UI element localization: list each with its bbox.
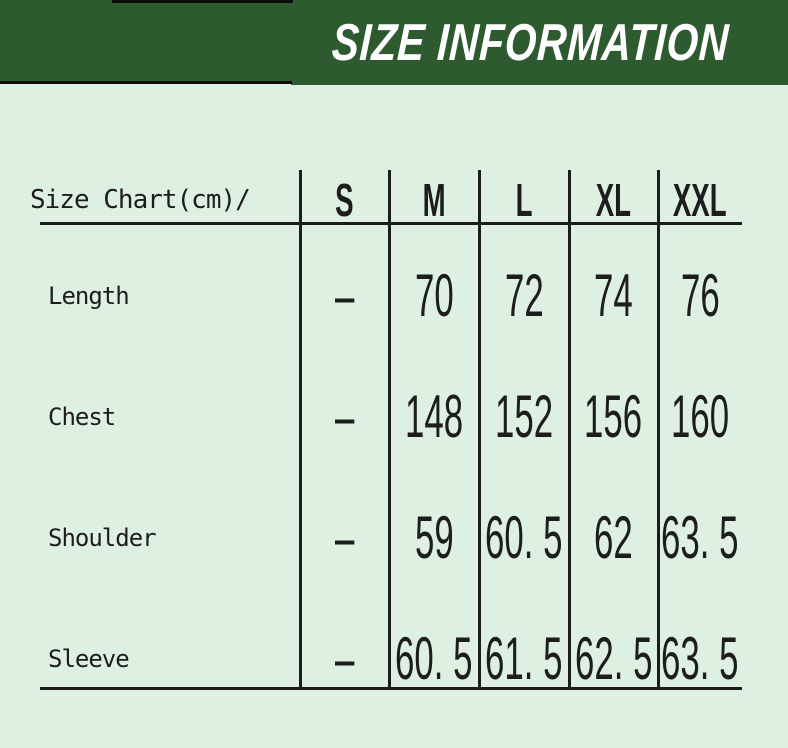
size-value-cell: – bbox=[334, 262, 355, 329]
size-value-cell: 60. 5 bbox=[485, 504, 563, 571]
banner-accent-bottom-line bbox=[0, 81, 292, 84]
table-header-rule bbox=[40, 222, 742, 225]
size-value-cell: 60. 5 bbox=[395, 625, 473, 692]
size-value-cell: 148 bbox=[404, 383, 464, 450]
size-value-cell: 70 bbox=[414, 262, 454, 329]
banner-title: SIZE INFORMATION bbox=[330, 13, 731, 72]
size-value-cell: 61. 5 bbox=[485, 625, 563, 692]
size-value-cell: 74 bbox=[594, 262, 633, 329]
row-label-shoulder: Shoulder bbox=[48, 524, 157, 552]
size-value-cell: 62. 5 bbox=[574, 625, 653, 692]
size-value-cell: 156 bbox=[584, 383, 643, 450]
size-value-cell: 63. 5 bbox=[661, 625, 739, 692]
size-value-cell: 72 bbox=[504, 262, 544, 329]
size-chart-unit-label: Size Chart(cm)/ bbox=[30, 184, 251, 215]
table-vertical-line bbox=[478, 170, 481, 690]
table-vertical-line bbox=[299, 170, 302, 690]
size-value-cell: 63. 5 bbox=[661, 504, 739, 571]
column-header-s: S bbox=[335, 173, 354, 226]
size-value-cell: 76 bbox=[680, 262, 720, 329]
column-header-l: L bbox=[515, 173, 533, 226]
size-value-cell: 152 bbox=[494, 383, 554, 450]
size-table: Size Chart(cm)/ S M L XL XXL Length – 70… bbox=[30, 170, 742, 690]
size-info-banner: SIZE INFORMATION bbox=[291, 0, 788, 85]
size-value-cell: – bbox=[334, 383, 355, 450]
table-bottom-rule bbox=[40, 687, 742, 690]
banner-accent-top-line bbox=[112, 0, 293, 3]
size-value-cell: 160 bbox=[670, 383, 730, 450]
size-value-cell: – bbox=[334, 504, 355, 571]
table-vertical-line bbox=[568, 170, 571, 690]
table-vertical-line bbox=[388, 170, 391, 690]
column-header-xxl: XXL bbox=[673, 173, 727, 226]
column-header-xl: XL bbox=[595, 173, 632, 226]
size-value-cell: – bbox=[334, 625, 355, 692]
column-header-m: M bbox=[422, 173, 446, 226]
row-label-chest: Chest bbox=[48, 403, 116, 431]
size-value-cell: 62 bbox=[594, 504, 633, 571]
size-value-cell: 59 bbox=[414, 504, 454, 571]
table-vertical-line bbox=[657, 170, 660, 690]
row-label-length: Length bbox=[48, 282, 130, 310]
row-label-sleeve: Sleeve bbox=[48, 645, 130, 673]
banner-background-left bbox=[0, 0, 291, 81]
